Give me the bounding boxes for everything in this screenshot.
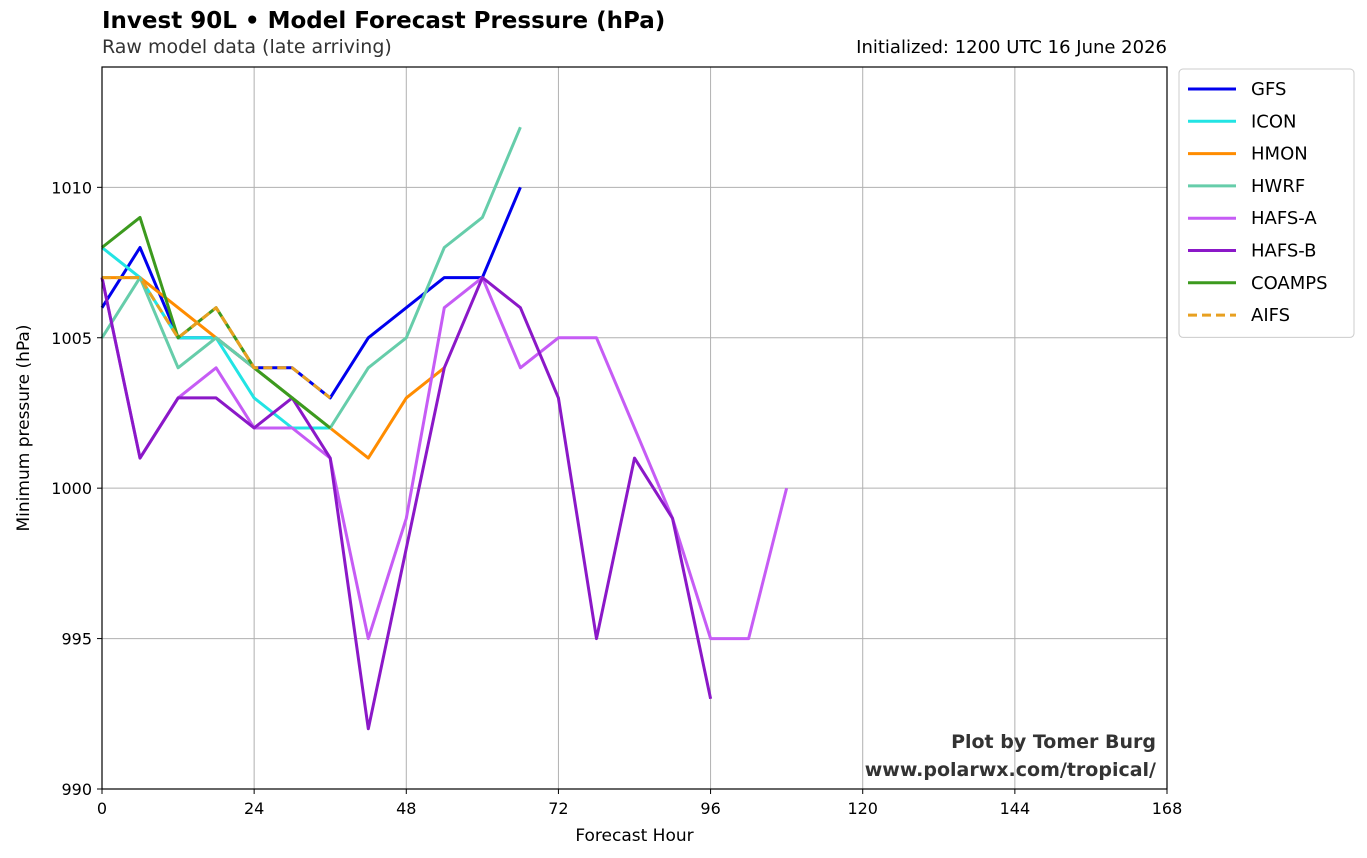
series-line-gfs bbox=[100, 186, 522, 400]
legend-label: ICON bbox=[1251, 111, 1297, 132]
credit-url: www.polarwx.com/tropical/ bbox=[865, 759, 1156, 781]
axis-ticks: 0 24 48 72 96 120 144 168 990 995 1000 1005 1010 bbox=[51, 178, 1182, 818]
x-axis-label: Forecast Hour bbox=[575, 826, 693, 846]
y-tick-label: 1005 bbox=[51, 329, 92, 348]
legend-label: HAFS-A bbox=[1251, 208, 1317, 229]
x-tick-label: 24 bbox=[244, 799, 264, 818]
series-line-hafs-a bbox=[100, 276, 789, 641]
y-tick-label: 995 bbox=[61, 630, 92, 649]
chart-title: Invest 90L • Model Forecast Pressure (hP… bbox=[102, 8, 666, 34]
legend-label: HMON bbox=[1251, 144, 1308, 165]
series-line-aifs bbox=[102, 276, 332, 400]
legend-label: HAFS-B bbox=[1251, 241, 1317, 262]
legend: GFS ICON HMON HWRF HAFS-A HAFS-B COAMPS AIFS bbox=[1178, 68, 1355, 338]
y-axis-label: Minimum pressure (hPa) bbox=[14, 325, 34, 532]
y-tick-label: 1000 bbox=[51, 479, 92, 498]
x-tick-label: 48 bbox=[396, 799, 416, 818]
x-tick-label: 120 bbox=[847, 799, 878, 818]
chart-subtitle: Raw model data (late arriving) bbox=[102, 36, 392, 58]
series-lines bbox=[100, 126, 789, 731]
legend-label: AIFS bbox=[1251, 305, 1290, 326]
series-line-hafs-b bbox=[100, 276, 713, 731]
y-tick-label: 1010 bbox=[51, 178, 92, 197]
y-tick-label: 990 bbox=[61, 780, 92, 799]
x-tick-label: 96 bbox=[700, 799, 720, 818]
x-tick-label: 144 bbox=[1000, 799, 1031, 818]
legend-label: GFS bbox=[1251, 79, 1286, 100]
credit-author: Plot by Tomer Burg bbox=[951, 731, 1156, 753]
x-tick-label: 168 bbox=[1152, 799, 1183, 818]
legend-box bbox=[1178, 68, 1355, 338]
plot-frame bbox=[101, 66, 1168, 790]
legend-label: COAMPS bbox=[1251, 273, 1328, 294]
initialized-time: Initialized: 1200 UTC 16 June 2026 bbox=[856, 37, 1167, 58]
x-tick-label: 72 bbox=[548, 799, 568, 818]
x-tick-label: 0 bbox=[97, 799, 107, 818]
legend-label: HWRF bbox=[1251, 176, 1305, 197]
